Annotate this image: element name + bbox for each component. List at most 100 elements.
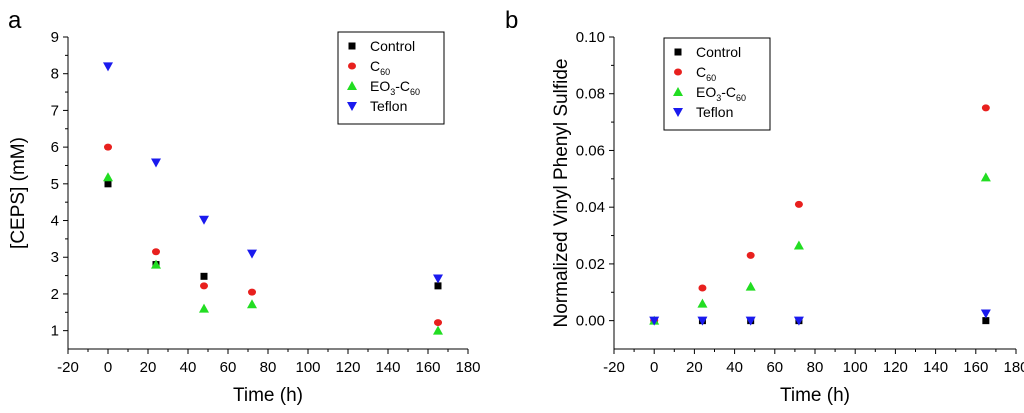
x-tick-label: 100 [295,359,320,376]
data-point [698,284,707,292]
x-tick-label: 80 [260,359,277,376]
series-2 [649,172,991,325]
legend-label: Teflon [696,104,733,120]
legend-label: C60 [370,58,390,77]
x-axis-title: Time (h) [233,385,303,406]
legend-label: Teflon [370,98,407,114]
x-tick-label: -20 [603,359,625,376]
data-point [745,316,756,326]
x-tick-label: 0 [650,359,658,376]
data-point [981,104,990,112]
y-axis-title: [CEPS] (mM) [8,137,29,249]
legend-marker [673,108,683,117]
x-tick-label: 40 [726,359,743,376]
legend-marker [674,68,682,76]
series-3 [103,62,443,284]
x-tick-label: -20 [57,359,79,376]
y-tick-label: 0.02 [576,256,605,273]
y-tick-label: 0.04 [576,199,605,216]
x-tick-label: 120 [883,359,908,376]
data-point [746,251,755,259]
panel-label: b [505,7,518,34]
chart-panel-a: a -20 0 20 40 60 80 100 120 140 160 180 1 2 3 4 5 6 7 8 9 Tim… [8,7,481,406]
legend-label: EO3-C60 [696,84,746,103]
y-tick-label: 5 [51,176,59,193]
x-tick-label: 60 [766,359,783,376]
data-point [649,316,660,326]
legend-marker [673,87,683,96]
legend-label: EO3-C60 [370,78,420,97]
data-point [247,249,257,259]
chart-panel-b: b -20 0 20 40 60 80 100 120 140 160 180 0.00 0.02 0.04… [505,7,1024,406]
x-tick-label: 160 [415,359,440,376]
legend-marker [674,48,682,56]
data-point [697,298,708,308]
data-point [793,316,804,326]
y-tick-label: 4 [51,213,59,230]
data-point [248,288,256,296]
x-tick-label: 0 [104,359,112,376]
data-point [200,272,208,280]
y-tick-label: 1 [51,323,59,340]
x-tick-label: 120 [335,359,360,376]
x-tick-label: 60 [220,359,237,376]
data-point [982,317,990,325]
y-tick-label: 0.10 [576,29,605,46]
data-point [103,172,113,182]
data-point [434,282,442,290]
legend-frame [663,37,771,131]
data-point [433,325,443,335]
data-point [794,200,803,208]
legend-label: Control [696,44,741,60]
data-point [697,316,708,326]
x-tick-label: 20 [686,359,703,376]
data-point [247,299,257,309]
x-tick-label: 20 [140,359,157,376]
series-0 [104,180,442,290]
y-tick-label: 3 [51,249,59,266]
legend-marker [347,81,357,90]
panel-label: a [8,7,22,34]
y-tick-label: 8 [51,66,59,83]
series-3 [649,309,991,326]
data-point [151,158,161,168]
data-point [980,172,991,182]
y-tick-label: 7 [51,102,59,119]
data-point [104,143,112,151]
x-tick-label: 100 [843,359,868,376]
legend-marker [347,102,357,111]
legend-marker [348,62,356,70]
x-tick-label: 180 [1003,359,1024,376]
series-1 [650,104,990,325]
x-axis-title: Time (h) [780,385,850,406]
data-point [151,259,161,269]
data-point [200,282,208,290]
x-tick-label: 180 [455,359,480,376]
y-tick-label: 6 [51,139,59,156]
legend-marker [348,42,356,50]
y-axis-title: Normalized Vinyl Phenyl Sulfide [551,59,572,328]
legend-label: C60 [696,64,716,83]
data-point [103,62,113,72]
data-point [104,180,112,188]
y-tick-label: 0.08 [576,86,605,103]
data-point [980,309,991,319]
x-tick-label: 140 [375,359,400,376]
x-tick-label: 80 [807,359,824,376]
series-2 [103,172,443,335]
series-1 [104,143,442,327]
x-tick-label: 40 [180,359,197,376]
data-point [199,215,209,225]
data-point [199,303,209,313]
data-point [745,281,756,291]
y-tick-label: 2 [51,286,59,303]
data-point [152,248,160,256]
legend-frame [337,31,445,125]
legend-label: Control [370,38,415,54]
y-tick-label: 0.00 [576,313,605,330]
x-tick-label: 160 [963,359,988,376]
y-tick-label: 9 [51,29,59,46]
